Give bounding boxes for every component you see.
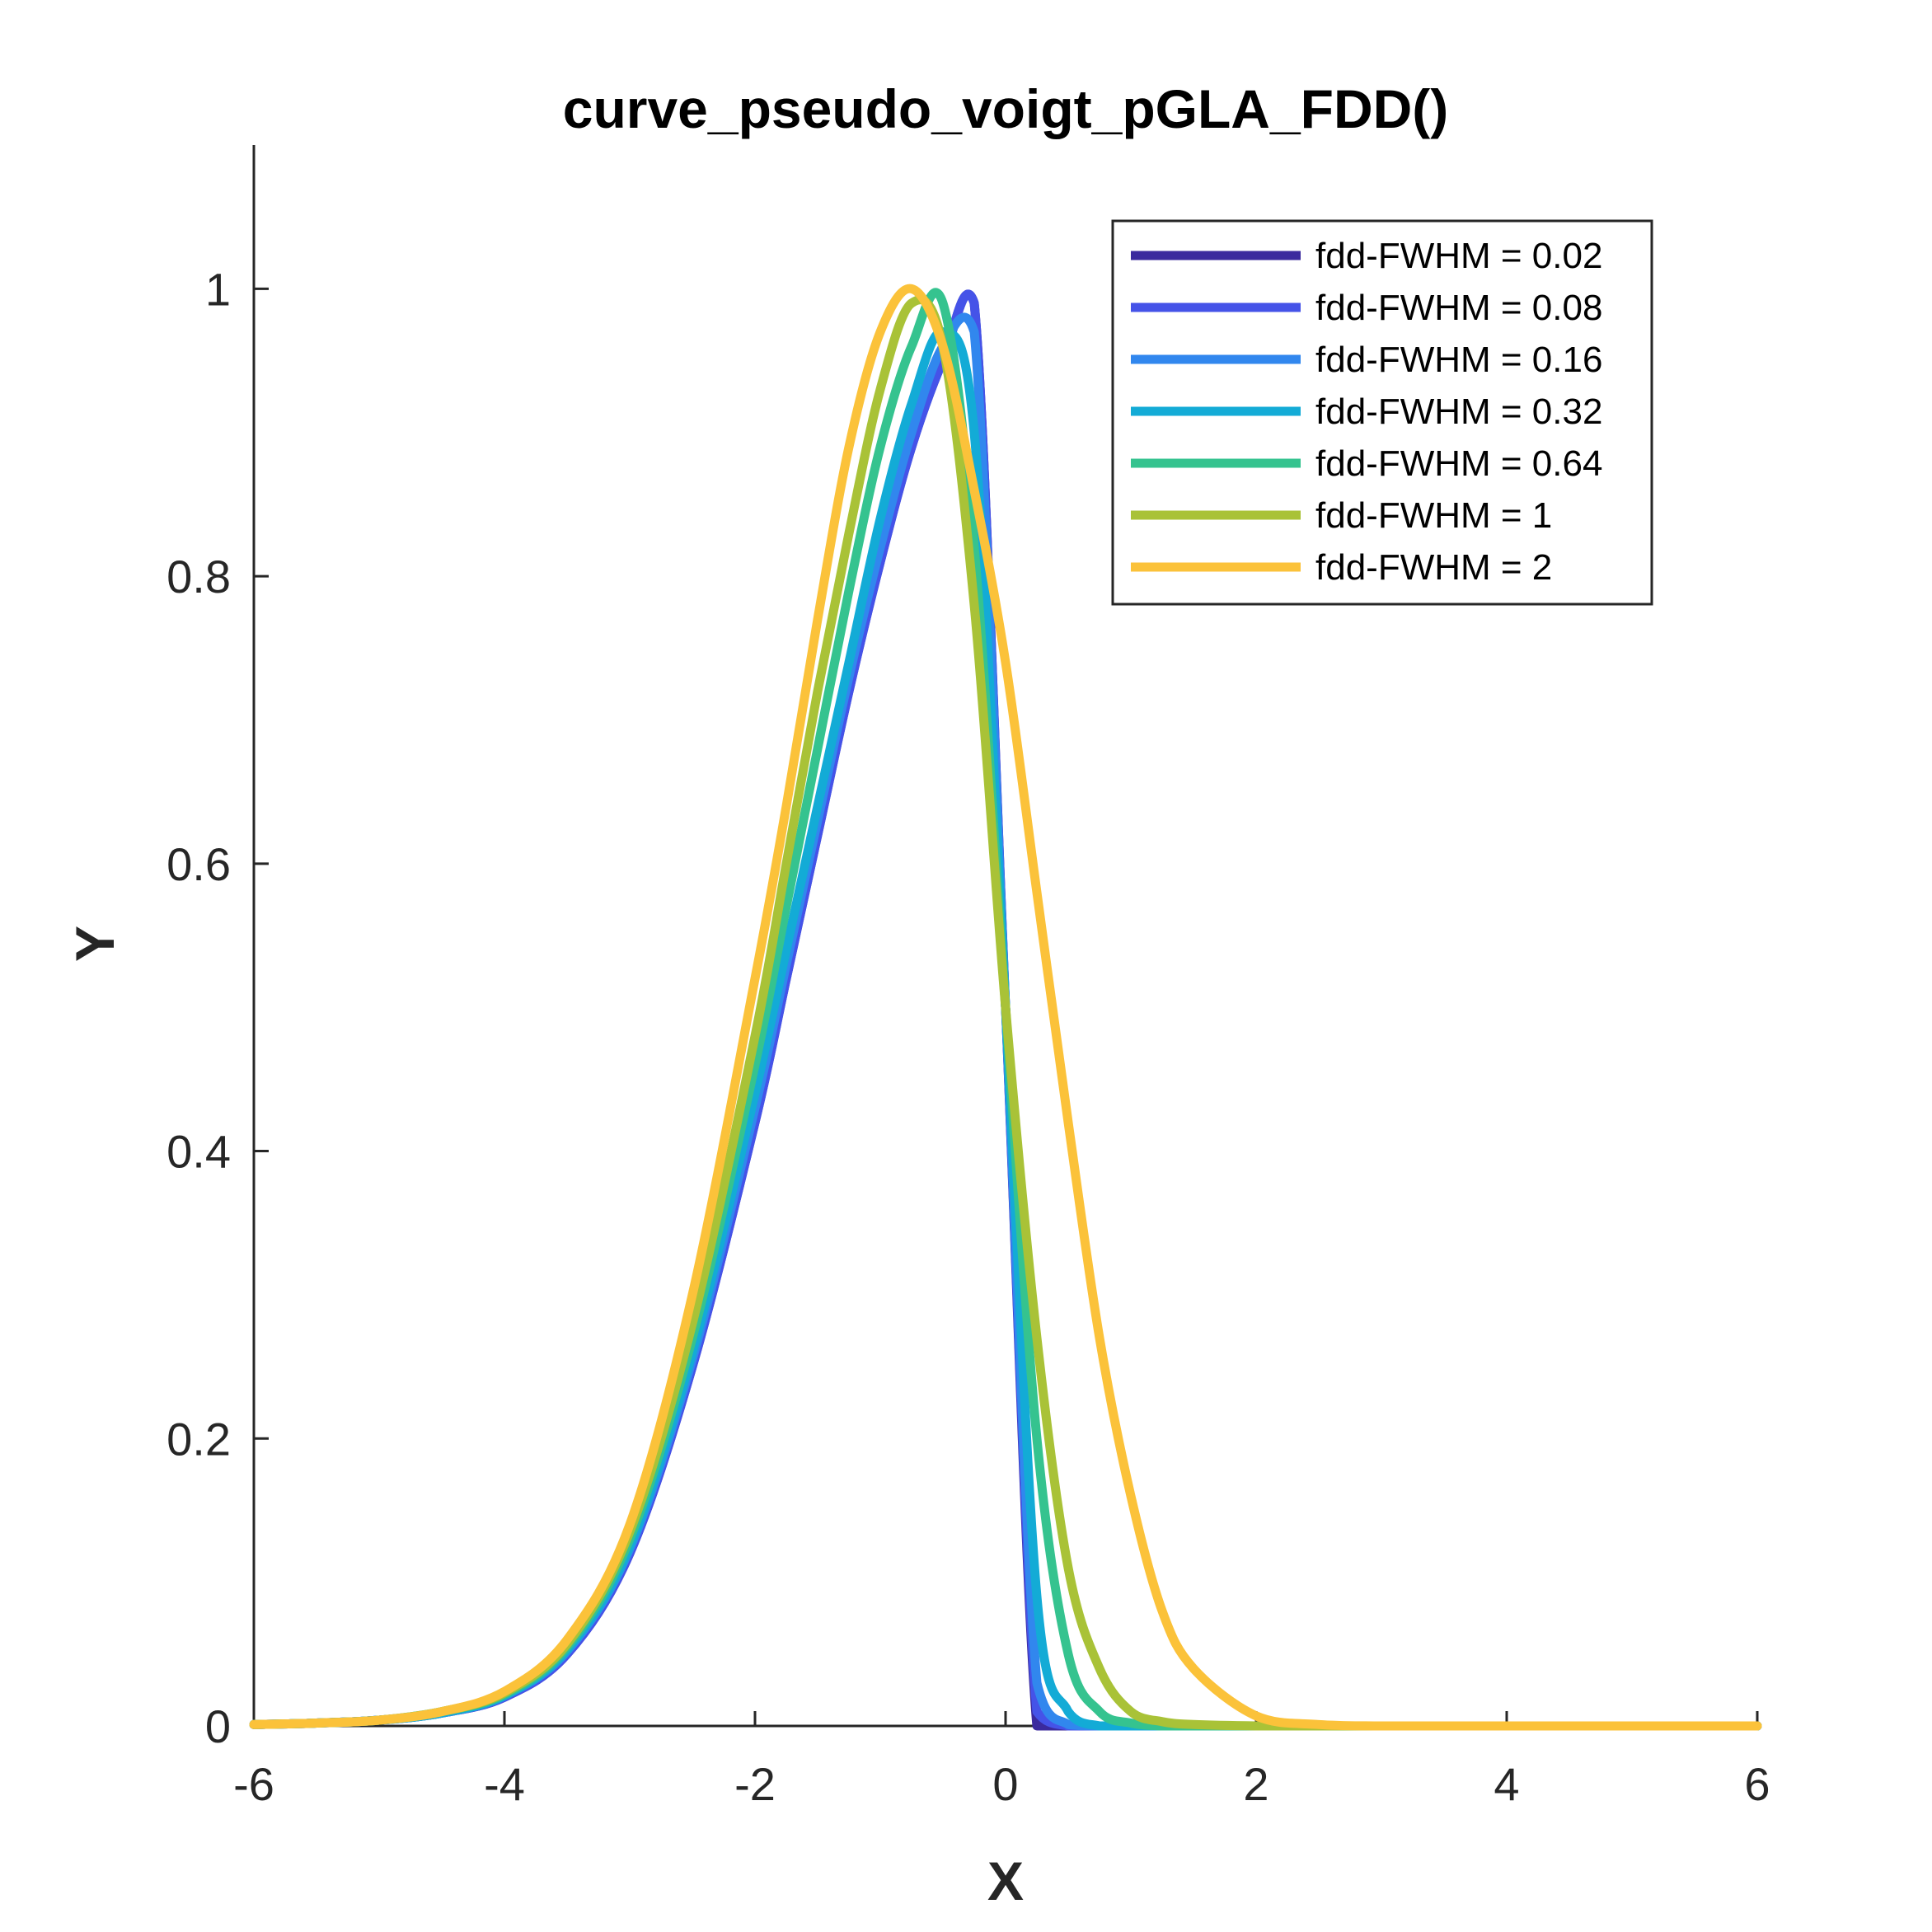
x-tick-label: -4 [484, 1758, 525, 1810]
x-tick-label: -6 [233, 1758, 274, 1810]
chart-title: curve_pseudo_voigt_pGLA_FDD() [563, 78, 1449, 139]
x-tick-label: 0 [992, 1758, 1018, 1810]
y-axis-label: Y [64, 926, 125, 962]
series-group [249, 284, 1762, 1731]
legend-entry-label: fdd-FWHM = 0.16 [1315, 340, 1602, 380]
x-tick-label: 2 [1243, 1758, 1268, 1810]
y-tick-label: 0.2 [166, 1413, 231, 1465]
x-axis-label: X [987, 1850, 1024, 1911]
legend-entry-label: fdd-FWHM = 0.32 [1315, 392, 1602, 432]
legend-entry-label: fdd-FWHM = 1 [1315, 495, 1552, 536]
legend-entry-label: fdd-FWHM = 2 [1315, 547, 1552, 588]
axes: -6 -4 -2 0 2 4 6 0 0.2 0.4 0.6 0.8 1 [166, 145, 1770, 1810]
series-line-6 [249, 284, 1762, 1731]
x-tick-label: 6 [1744, 1758, 1770, 1810]
legend-entry-label: fdd-FWHM = 0.08 [1315, 288, 1602, 328]
legend: fdd-FWHM = 0.02 fdd-FWHM = 0.08 fdd-FWHM =… [1111, 219, 1653, 606]
y-tick-label: 0 [205, 1700, 231, 1752]
y-tick-label: 0.8 [166, 551, 231, 603]
x-tick-label: -2 [734, 1758, 776, 1810]
x-tick-label: 4 [1494, 1758, 1519, 1810]
legend-entry-label: fdd-FWHM = 0.64 [1315, 443, 1602, 484]
legend-entry-label: fdd-FWHM = 0.02 [1315, 236, 1602, 276]
y-tick-label: 1 [205, 263, 231, 315]
y-tick-label: 0.6 [166, 838, 231, 890]
y-tick-label: 0.4 [166, 1126, 231, 1178]
